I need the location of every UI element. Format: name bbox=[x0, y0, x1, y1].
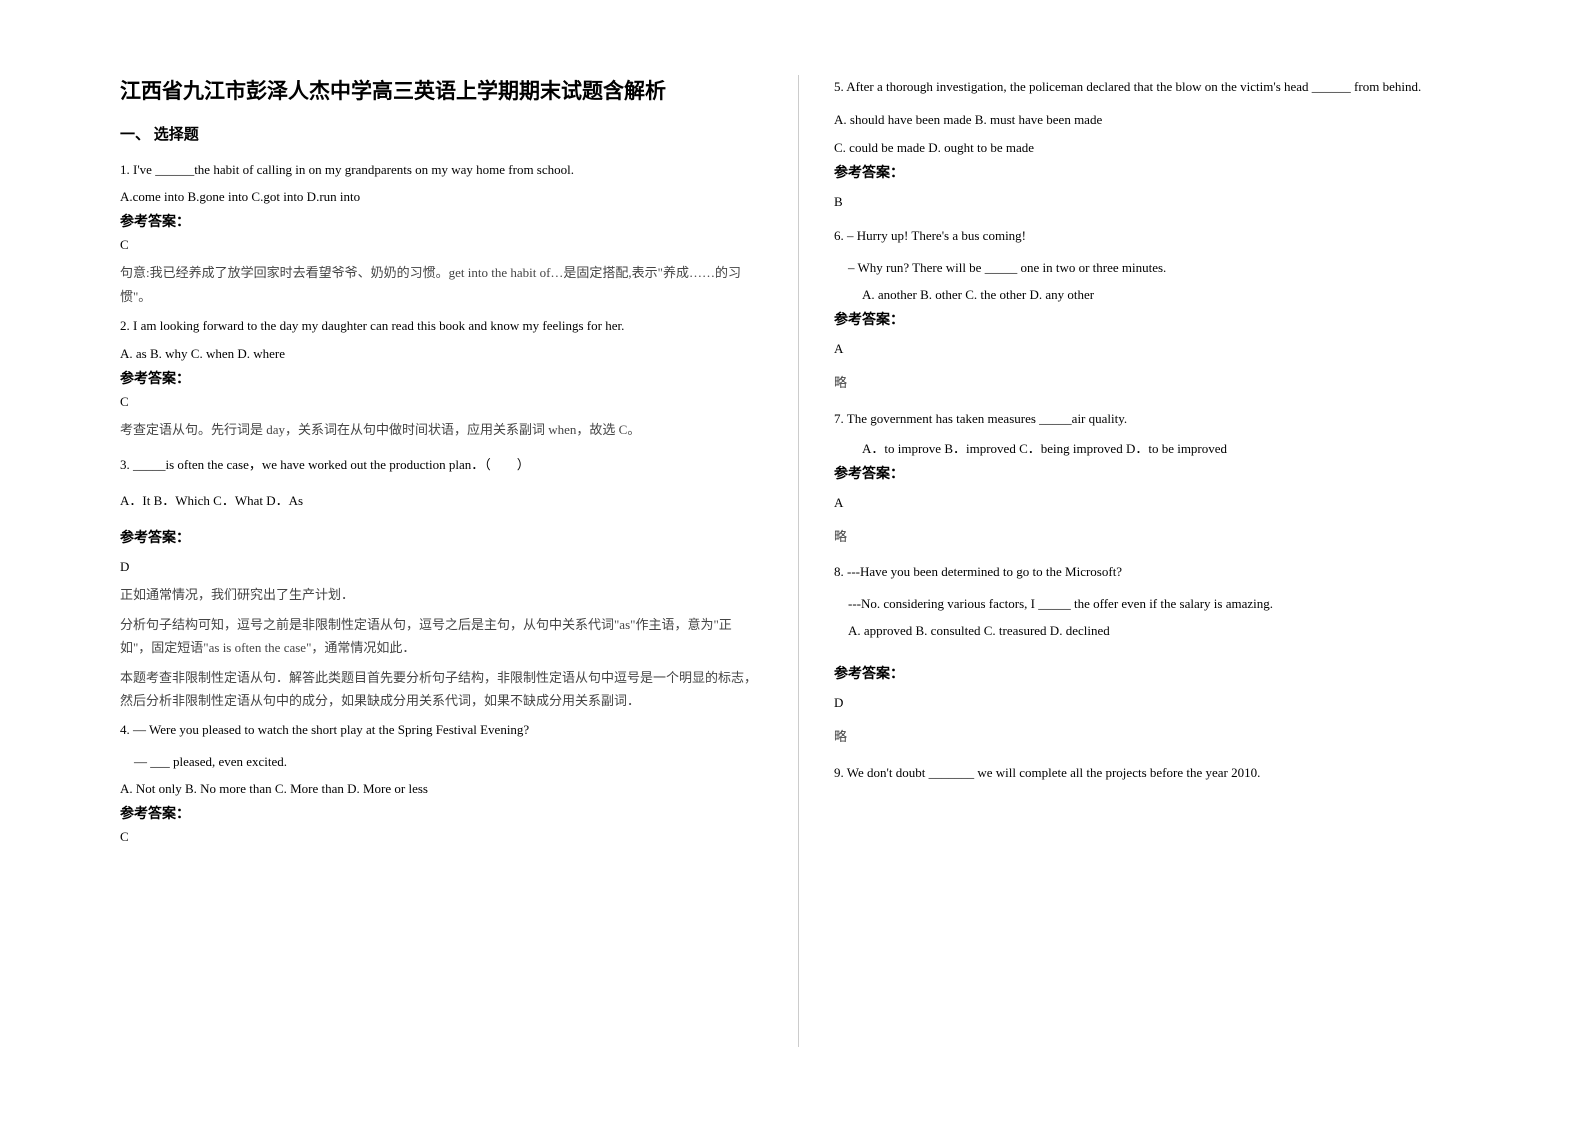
q1-answer: C bbox=[120, 237, 763, 253]
q1-stem: 1. I've ______the habit of calling in on… bbox=[120, 158, 763, 181]
q6-stem-2: – Why run? There will be _____ one in tw… bbox=[834, 256, 1477, 279]
q5-answer-label: 参考答案： bbox=[834, 162, 1477, 182]
q7-answer-label: 参考答案： bbox=[834, 463, 1477, 483]
q3-explanation-1: 正如通常情况，我们研究出了生产计划． bbox=[120, 583, 763, 606]
q1-answer-label: 参考答案： bbox=[120, 211, 763, 231]
q7-answer: A bbox=[834, 495, 1477, 511]
q6-stem-1: 6. – Hurry up! There's a bus coming! bbox=[834, 224, 1477, 247]
column-divider bbox=[798, 75, 799, 1047]
q8-stem-1: 8. ---Have you been determined to go to … bbox=[834, 560, 1477, 583]
q7-explanation: 略 bbox=[834, 525, 1477, 548]
q3-answer-label: 参考答案： bbox=[120, 527, 763, 547]
q6-explanation: 略 bbox=[834, 371, 1477, 394]
q4-stem-1: 4. — Were you pleased to watch the short… bbox=[120, 718, 763, 741]
q3-options: A．It B．Which C．What D．As bbox=[120, 490, 763, 509]
q5-options-2: C. could be made D. ought to be made bbox=[834, 140, 1477, 156]
q1-explanation: 句意:我已经养成了放学回家时去看望爷爷、奶奶的习惯。get into the h… bbox=[120, 261, 763, 308]
q2-stem: 2. I am looking forward to the day my da… bbox=[120, 314, 763, 337]
q4-stem-2: — ___ pleased, even excited. bbox=[120, 750, 763, 773]
q7-stem: 7. The government has taken measures ___… bbox=[834, 407, 1477, 430]
document-title: 江西省九江市彭泽人杰中学高三英语上学期期末试题含解析 bbox=[120, 75, 763, 105]
right-column: 5. After a thorough investigation, the p… bbox=[814, 75, 1497, 1047]
section-header: 一、 选择题 bbox=[120, 123, 763, 144]
q5-stem: 5. After a thorough investigation, the p… bbox=[834, 75, 1477, 98]
q2-options: A. as B. why C. when D. where bbox=[120, 346, 763, 362]
q6-answer: A bbox=[834, 341, 1477, 357]
q4-options: A. Not only B. No more than C. More than… bbox=[120, 781, 763, 797]
q4-answer: C bbox=[120, 829, 763, 845]
left-column: 江西省九江市彭泽人杰中学高三英语上学期期末试题含解析 一、 选择题 1. I'v… bbox=[100, 75, 783, 1047]
q2-explanation: 考查定语从句。先行词是 day，关系词在从句中做时间状语，应用关系副词 when… bbox=[120, 418, 763, 441]
q7-options: A．to improve B．improved C．being improved… bbox=[834, 438, 1477, 457]
q3-stem: 3. _____is often the case，we have worked… bbox=[120, 453, 763, 476]
q8-answer-label: 参考答案： bbox=[834, 663, 1477, 683]
q3-answer: D bbox=[120, 559, 763, 575]
q4-answer-label: 参考答案： bbox=[120, 803, 763, 823]
q1-options: A.come into B.gone into C.got into D.run… bbox=[120, 189, 763, 205]
q3-explanation-2: 分析句子结构可知，逗号之前是非限制性定语从句，逗号之后是主句，从句中关系代词"a… bbox=[120, 613, 763, 660]
q5-answer: B bbox=[834, 194, 1477, 210]
q5-options-1: A. should have been made B. must have be… bbox=[834, 112, 1477, 128]
q3-explanation-3: 本题考查非限制性定语从句．解答此类题目首先要分析句子结构，非限制性定语从句中逗号… bbox=[120, 666, 763, 713]
q8-stem-2: ---No. considering various factors, I __… bbox=[834, 592, 1477, 615]
q2-answer-label: 参考答案： bbox=[120, 368, 763, 388]
q6-answer-label: 参考答案： bbox=[834, 309, 1477, 329]
q9-stem: 9. We don't doubt _______ we will comple… bbox=[834, 761, 1477, 784]
q8-answer: D bbox=[834, 695, 1477, 711]
q2-answer: C bbox=[120, 394, 763, 410]
q8-options: A. approved B. consulted C. treasured D.… bbox=[834, 623, 1477, 639]
q6-options: A. another B. other C. the other D. any … bbox=[834, 287, 1477, 303]
q8-explanation: 略 bbox=[834, 725, 1477, 748]
